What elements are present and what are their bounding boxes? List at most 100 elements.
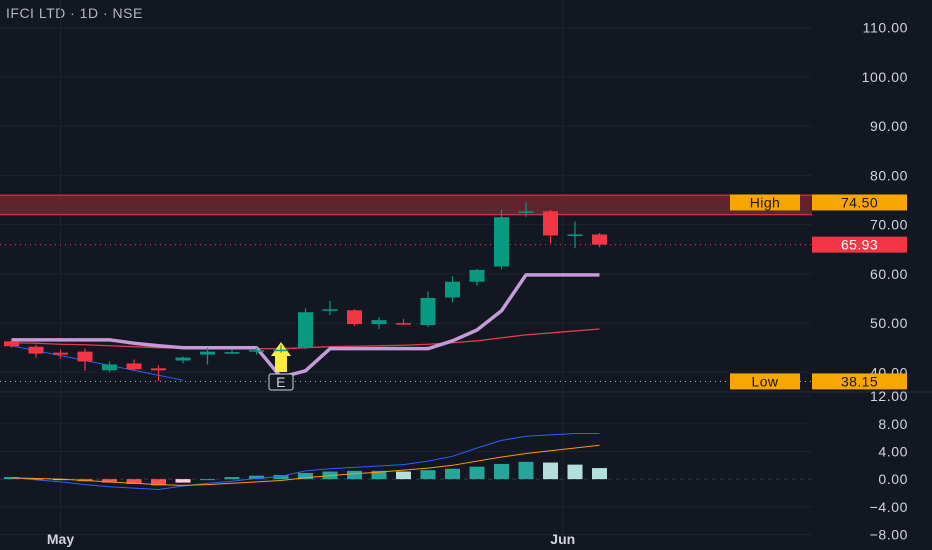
candle (322, 300, 338, 316)
macd-histogram-bar (518, 461, 534, 480)
low-tag-label: Low (752, 373, 779, 389)
macd-line (11, 432, 600, 491)
macd-histogram-bar (102, 479, 117, 483)
price-axis: 110.00100.0090.0080.0070.0060.0050.0040.… (862, 20, 908, 543)
candle (126, 359, 142, 371)
candle (102, 361, 117, 373)
macd-histogram-bar (469, 466, 485, 480)
candle-body (469, 269, 485, 282)
macd-histogram-bar (249, 475, 264, 480)
macd-histogram-bar (200, 479, 215, 481)
candle-body (126, 363, 142, 370)
candle (469, 268, 485, 286)
candle-body (445, 281, 460, 298)
last-price-tag-value: 65.93 (841, 237, 878, 253)
macd-histogram-bar (298, 472, 313, 480)
candle (224, 349, 240, 355)
candle (518, 202, 534, 217)
macd-histogram-bar (371, 470, 387, 480)
last-price-tag-value-bg (812, 236, 907, 253)
macd-histogram-bar (592, 468, 607, 480)
indicator-lines: E (0, 244, 812, 391)
candle-body (175, 357, 191, 361)
candle-body (543, 211, 558, 236)
macd-histogram-bar (175, 479, 191, 483)
macd-histogram-bar (151, 479, 166, 486)
date-axis: May Jun (47, 531, 575, 547)
candle (53, 349, 68, 359)
macd-histogram-bar (273, 474, 289, 480)
candle (494, 209, 509, 270)
candle-body (53, 352, 68, 355)
candle-body (151, 368, 166, 371)
candle-body (322, 309, 338, 311)
high-tag-value: 74.50 (841, 194, 878, 210)
candle-body (249, 350, 264, 352)
candle-body (28, 346, 44, 354)
low-tag-value: 38.15 (841, 373, 878, 389)
candle-body (494, 217, 509, 267)
candle (445, 276, 460, 303)
high-tag-label-bg (730, 194, 800, 211)
candle (249, 347, 264, 355)
macd-histogram-bar (347, 470, 362, 480)
candle (592, 232, 607, 248)
macd-tick-label: 4.00 (878, 443, 908, 459)
macd-tick-label: −4.00 (870, 499, 908, 515)
price-tick-label: 100.00 (862, 69, 908, 85)
earnings-label: E (276, 374, 286, 390)
candle-body (592, 234, 607, 245)
macd-histogram-bar (567, 464, 583, 480)
macd-histogram-bar (420, 470, 436, 480)
macd-tick-label: 12.00 (870, 388, 908, 404)
date-label-jun: Jun (550, 531, 575, 547)
candle (567, 221, 583, 249)
date-label-may: May (47, 531, 74, 547)
candle-body (298, 312, 313, 348)
candle (175, 356, 191, 364)
macd-tick-label: 8.00 (878, 416, 908, 432)
price-tags: High 74.50 Low 38.15 65.93 (730, 194, 907, 390)
macd-tick-label: −8.00 (870, 526, 908, 542)
earnings-arrow-icon (271, 342, 291, 372)
candle (298, 308, 313, 350)
envelope-line (11, 273, 600, 379)
low-tag-label-bg (730, 373, 800, 390)
signal-line (11, 444, 600, 486)
candle (4, 338, 19, 348)
high-tag-value-bg (812, 194, 907, 211)
high-tag-label: High (750, 194, 780, 210)
candle-body (567, 234, 583, 236)
macd-histogram-bar (543, 462, 558, 480)
candle-body (420, 297, 436, 326)
candle-body (518, 211, 534, 213)
resistance-zone-rect (0, 195, 812, 215)
candle (28, 344, 44, 358)
candle-body (102, 364, 117, 371)
candle-body (396, 323, 411, 325)
candle (151, 365, 166, 382)
candle (396, 319, 411, 326)
macd-histogram-bar (224, 477, 240, 480)
price-tick-label: 80.00 (870, 167, 908, 183)
low-tag-value-bg (812, 373, 907, 390)
earnings-badge (268, 373, 294, 391)
price-tick-label: 60.00 (870, 266, 908, 282)
candle-body (224, 352, 240, 354)
candle (371, 317, 387, 329)
macd-tick-label: 0.00 (878, 471, 908, 487)
candle-body (347, 310, 362, 325)
macd-histogram-bar (494, 463, 509, 480)
candle-body (4, 341, 19, 347)
macd-pane (4, 432, 607, 491)
price-tick-label: 70.00 (870, 217, 908, 233)
candle-body (77, 351, 93, 362)
price-tick-label: 110.00 (863, 20, 908, 36)
candle (200, 347, 215, 365)
chart-title: IFCI LTD · 1D · NSE (6, 5, 143, 21)
candle (273, 345, 289, 353)
price-tick-label: 90.00 (870, 118, 908, 134)
candle-body (371, 320, 387, 325)
